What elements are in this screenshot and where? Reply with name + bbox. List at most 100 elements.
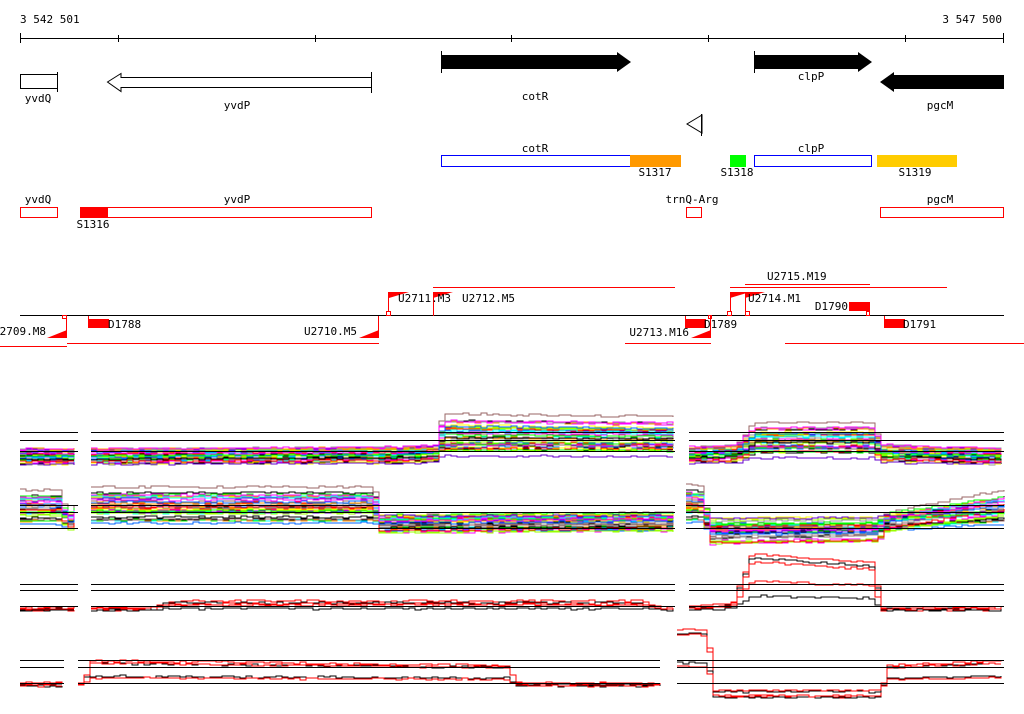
transcript-track: cotR S1317 S1318 clpP S1319: [441, 142, 957, 179]
annotation-yvdQ[interactable]: [20, 207, 58, 218]
transcript-label: cotR: [522, 142, 549, 155]
expression-series-line: [20, 462, 75, 466]
segment-label: S1317: [638, 166, 671, 179]
feature-D1791[interactable]: [884, 319, 905, 328]
annotation-pgcM[interactable]: [880, 207, 1004, 218]
segment-label: S1316: [76, 218, 109, 231]
segment-label: S1319: [898, 166, 931, 179]
terminator-icon: [686, 114, 703, 136]
expression-series-line: [20, 607, 74, 610]
feature-label: U2711.M3: [398, 292, 451, 305]
expression-series-line: [20, 447, 74, 451]
coordinate-ruler: 3 542 501 3 547 500: [20, 13, 1004, 43]
ruler-end: 3 547 500: [942, 13, 1002, 26]
feature-label: D1790: [815, 300, 848, 313]
ruler-start: 3 542 501: [20, 13, 80, 26]
expression-series-line: [91, 436, 674, 451]
feature-label: D1788: [108, 318, 141, 331]
expression-panel-2: [20, 483, 1005, 546]
expression-series-line: [20, 454, 75, 457]
expression-series-line: [689, 426, 1001, 450]
expression-series-line: [689, 445, 1002, 455]
expression-series-line: [686, 509, 1005, 525]
expression-series-line: [20, 461, 75, 464]
expression-series-line: [20, 460, 74, 463]
feature-label: U2713.M16: [629, 326, 689, 339]
expression-series-line: [689, 553, 1002, 610]
expression-series-line: [677, 633, 1001, 698]
gene-track: yvdQ yvdP cotR clpP pgcM: [20, 51, 1004, 136]
expression-series-line: [689, 450, 1002, 457]
gene-cotR[interactable]: cotR: [441, 51, 631, 103]
feature-label: U2710.M5: [304, 325, 357, 338]
feature-D1790[interactable]: [849, 302, 870, 311]
gene-label: cotR: [522, 90, 549, 103]
feature-label: U2714.M1: [748, 292, 801, 305]
expression-series-line: [689, 456, 1001, 465]
segment-S1316[interactable]: [80, 207, 108, 218]
gene-label: yvdQ: [25, 92, 52, 105]
expression-series-line: [689, 446, 1002, 461]
annotation-label: yvdP: [224, 193, 251, 206]
expression-series-line: [689, 441, 1002, 461]
feature-label: D1791: [903, 318, 936, 331]
feature-D1788[interactable]: [88, 319, 109, 328]
feature-track: U2709.M8 D1788 U2710.M5 U2711.M3 U2712.M…: [0, 270, 1024, 347]
expression-series-line: [91, 603, 674, 610]
expression-series-line: [686, 500, 1005, 535]
segment-S1318[interactable]: [730, 155, 746, 167]
expression-series-line: [78, 676, 660, 688]
expression-plots: [20, 412, 1005, 699]
gene-label: clpP: [798, 70, 825, 83]
segment-S1317[interactable]: [630, 155, 681, 167]
expression-series-line: [20, 681, 63, 685]
gene-clpP[interactable]: clpP: [754, 51, 872, 83]
expression-series-line: [20, 455, 75, 459]
expression-series-line: [20, 458, 74, 461]
expression-series-line: [91, 419, 674, 451]
expression-series-line: [91, 517, 674, 527]
expression-series-line: [677, 632, 1001, 699]
expression-series-line: [91, 436, 674, 461]
feature-label: U2715.M19: [767, 270, 827, 283]
annotation-label: trnQ-Arg: [666, 193, 719, 206]
segment-S1319[interactable]: [877, 155, 957, 167]
expression-series-line: [20, 452, 75, 455]
expression-panel-1: [20, 412, 1004, 466]
expression-series-line: [686, 509, 1004, 545]
annotation-track: yvdQ S1316 yvdP trnQ-Arg pgcM: [20, 193, 1004, 231]
annotation-yvdP[interactable]: [107, 207, 372, 218]
expression-series-line: [78, 662, 661, 687]
annotation-label: pgcM: [927, 193, 954, 206]
expression-series-line: [91, 515, 673, 530]
expression-series-line: [91, 449, 674, 457]
feature-label: U2709.M8: [0, 325, 46, 338]
annotation-label: yvdQ: [25, 193, 52, 206]
expression-series-line: [20, 609, 74, 612]
transcript-cotR[interactable]: [441, 155, 631, 167]
gene-yvdP[interactable]: yvdP: [106, 72, 372, 112]
expression-series-line: [686, 503, 1005, 544]
expression-series-line: [20, 684, 62, 688]
expression-series-line: [91, 420, 673, 451]
expression-series-line: [91, 447, 673, 463]
transcript-clpP[interactable]: [754, 155, 872, 167]
expression-series-line: [689, 580, 1001, 610]
expression-panel-4: [20, 628, 1004, 699]
gene-label: yvdP: [224, 99, 251, 112]
expression-series-line: [677, 661, 1002, 694]
annotation-trnQ-Arg[interactable]: [686, 207, 702, 218]
gene-yvdQ[interactable]: yvdQ: [20, 72, 58, 105]
expression-series-line: [20, 508, 75, 528]
expression-series-line: [677, 665, 1002, 692]
expression-series-line: [91, 607, 674, 612]
gene-label: pgcM: [927, 99, 954, 112]
feature-D1789[interactable]: [685, 319, 706, 328]
expression-series-line: [689, 561, 1002, 612]
segment-label: S1318: [720, 166, 753, 179]
expression-series-line: [689, 594, 1002, 612]
gene-pgcM[interactable]: pgcM: [880, 72, 1004, 112]
expression-series-line: [91, 601, 673, 611]
expression-panel-3: [20, 553, 1004, 612]
